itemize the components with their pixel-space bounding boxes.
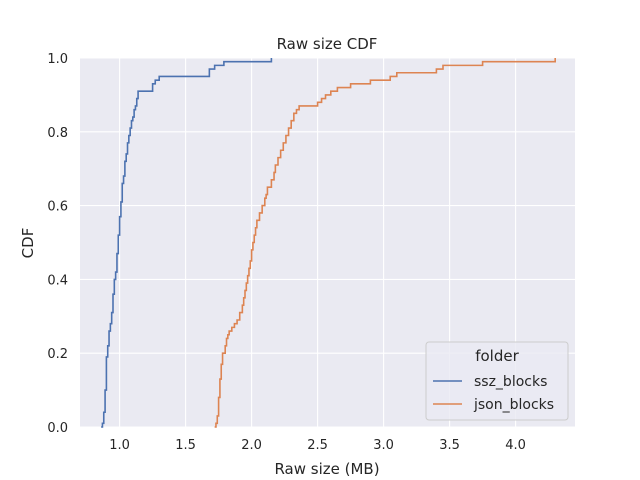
y-tick-label: 0.6: [47, 200, 68, 215]
y-axis-label: CDF: [19, 228, 37, 259]
x-tick-label: 3.5: [439, 438, 460, 453]
grid: [80, 57, 575, 428]
series-layer: [101, 58, 556, 428]
y-tick-labels: 0.0 0.2 0.4 0.6 0.8 1.0: [47, 52, 68, 436]
x-tick-label: 1.0: [109, 438, 130, 453]
x-tick-label: 2.5: [307, 438, 328, 453]
y-tick-label: 0.4: [47, 273, 68, 288]
y-tick-label: 0.2: [47, 347, 68, 362]
legend-label-ssz-blocks: ssz_blocks: [474, 374, 547, 390]
legend-title: folder: [475, 347, 519, 365]
x-tick-label: 2.0: [241, 438, 262, 453]
x-tick-labels: 1.0 1.5 2.0 2.5 3.0 3.5 4.0: [109, 438, 526, 453]
y-tick-label: 0.8: [47, 126, 68, 141]
series-line-json-blocks: [214, 58, 556, 428]
y-tick-label: 0.0: [47, 421, 68, 436]
x-axis-label: Raw size (MB): [274, 460, 379, 478]
x-tick-label: 3.0: [373, 438, 394, 453]
legend: folder ssz_blocks json_blocks: [425, 341, 569, 421]
legend-label-json-blocks: json_blocks: [473, 397, 554, 413]
y-tick-label: 1.0: [47, 52, 68, 67]
legend-box: [425, 341, 569, 421]
x-tick-label: 1.5: [175, 438, 196, 453]
series-line-ssz-blocks: [101, 58, 273, 428]
x-tick-label: 4.0: [505, 438, 526, 453]
chart-title: Raw size CDF: [277, 35, 378, 53]
